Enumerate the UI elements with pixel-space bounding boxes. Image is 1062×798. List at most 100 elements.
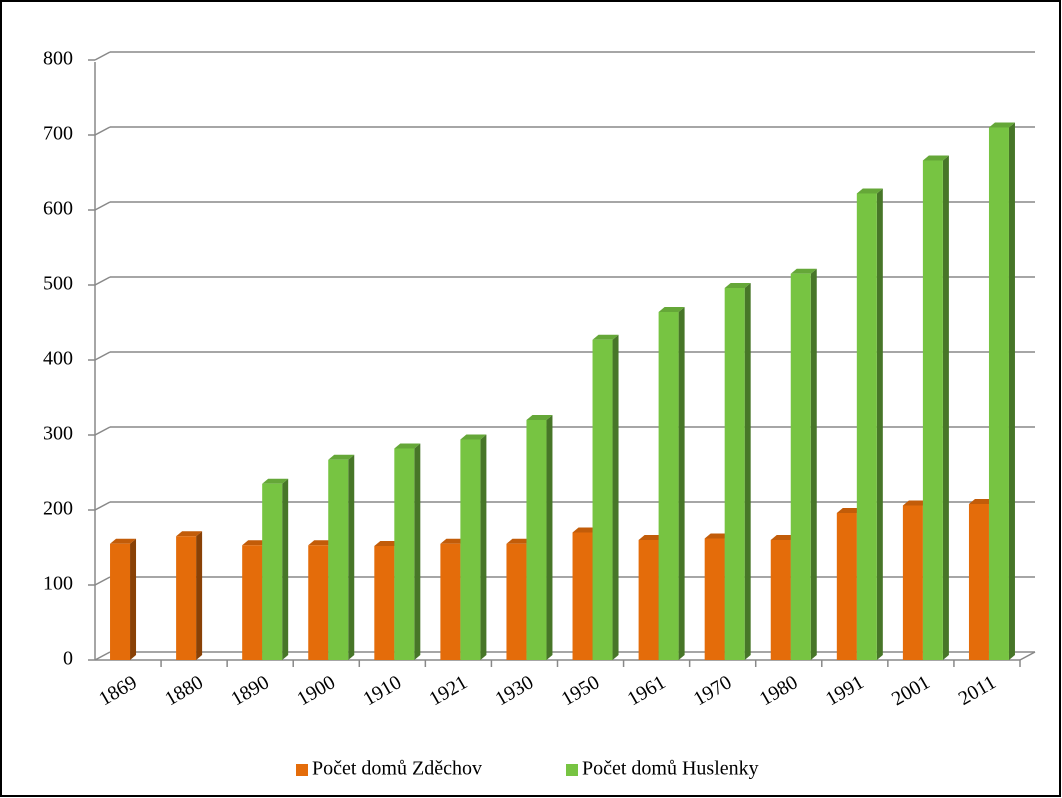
bar-side bbox=[744, 283, 751, 660]
bar bbox=[592, 334, 619, 660]
bar-side bbox=[130, 538, 137, 660]
bar-front bbox=[592, 339, 613, 660]
grid-depth bbox=[94, 201, 111, 211]
bar-top bbox=[658, 307, 685, 312]
bar-top bbox=[374, 541, 401, 546]
bar-side bbox=[480, 434, 487, 660]
bar-top bbox=[592, 334, 619, 340]
bar-side bbox=[546, 415, 553, 660]
y-tick-label: 300 bbox=[43, 423, 73, 445]
bar bbox=[922, 155, 949, 660]
bar-side bbox=[810, 268, 817, 660]
bar-top bbox=[242, 540, 269, 546]
bar-top bbox=[328, 454, 355, 460]
bar-side bbox=[876, 188, 883, 660]
bar-front bbox=[968, 504, 989, 660]
bar-front bbox=[658, 312, 679, 660]
bar-front bbox=[506, 543, 527, 660]
bar-top bbox=[968, 499, 995, 504]
bar-top bbox=[308, 540, 335, 546]
y-tick-label: 800 bbox=[43, 48, 73, 70]
y-tick-label: 100 bbox=[43, 573, 73, 595]
legend-swatch bbox=[296, 764, 308, 776]
bar-top bbox=[262, 478, 289, 484]
bar-front bbox=[724, 288, 745, 660]
bar-top bbox=[638, 535, 665, 540]
bar-top bbox=[922, 155, 949, 161]
bar-top bbox=[704, 533, 731, 539]
bar-top bbox=[988, 122, 1015, 128]
bar-top bbox=[394, 443, 421, 449]
bar bbox=[394, 443, 421, 660]
bar-front bbox=[262, 483, 283, 660]
bar-front bbox=[704, 538, 725, 660]
legend-label: Počet domů Zděchov bbox=[312, 758, 482, 780]
bar-front bbox=[394, 448, 415, 660]
bar-top bbox=[836, 508, 863, 513]
bar-side bbox=[282, 478, 289, 660]
bar-front bbox=[110, 543, 131, 660]
bar-front bbox=[526, 420, 547, 660]
bar-side bbox=[612, 334, 619, 660]
grid-depth bbox=[94, 501, 111, 511]
bar-top bbox=[790, 268, 817, 274]
bar-top bbox=[506, 538, 533, 544]
bar-front bbox=[242, 545, 263, 660]
bar-front bbox=[440, 543, 461, 660]
floor-edge bbox=[1019, 651, 1036, 661]
bar bbox=[110, 538, 137, 660]
grid-depth bbox=[94, 126, 111, 136]
bar-side bbox=[1008, 122, 1015, 660]
bar-front bbox=[460, 439, 481, 660]
bar-side bbox=[196, 531, 203, 660]
bar-side bbox=[942, 155, 949, 660]
grid-depth bbox=[94, 351, 111, 361]
bar-front bbox=[922, 160, 943, 660]
bar-top bbox=[770, 535, 797, 540]
y-tick-label: 500 bbox=[43, 273, 73, 295]
bar bbox=[658, 307, 685, 660]
bar-side bbox=[414, 443, 421, 660]
bar-side bbox=[678, 307, 685, 660]
grid-depth bbox=[94, 426, 111, 436]
bar bbox=[526, 415, 553, 660]
bar-top bbox=[724, 283, 751, 288]
y-tick-label: 700 bbox=[43, 123, 73, 145]
bar-front bbox=[374, 546, 395, 660]
bar-top bbox=[460, 434, 487, 440]
bar-front bbox=[572, 532, 593, 660]
bar bbox=[460, 434, 487, 660]
grid-depth bbox=[94, 51, 111, 61]
bar-top bbox=[572, 527, 599, 533]
y-tick-label: 400 bbox=[43, 348, 73, 370]
bar bbox=[328, 454, 355, 660]
bar-top bbox=[110, 538, 137, 544]
bar-front bbox=[836, 513, 857, 660]
y-tick-label: 0 bbox=[63, 648, 73, 670]
bar bbox=[262, 478, 289, 660]
bar-front bbox=[988, 127, 1009, 660]
bar-front bbox=[790, 273, 811, 660]
bar-top bbox=[902, 500, 929, 506]
grid-depth bbox=[94, 576, 111, 586]
bar bbox=[790, 268, 817, 660]
bar-top bbox=[440, 538, 467, 544]
bar-front bbox=[856, 193, 877, 660]
bar-top bbox=[526, 415, 553, 420]
bar bbox=[724, 283, 751, 660]
legend-swatch bbox=[566, 764, 578, 776]
bar bbox=[176, 531, 203, 660]
bar bbox=[856, 188, 883, 660]
bar-front bbox=[638, 540, 659, 660]
grid-depth bbox=[94, 651, 111, 661]
y-tick-label: 600 bbox=[43, 198, 73, 220]
bar bbox=[988, 122, 1015, 660]
legend-label: Počet domů Huslenky bbox=[582, 758, 759, 780]
bar-top bbox=[176, 531, 203, 537]
bar-front bbox=[328, 459, 349, 660]
bar-front bbox=[902, 505, 923, 660]
bar-front bbox=[176, 536, 197, 660]
bar-front bbox=[770, 540, 791, 660]
